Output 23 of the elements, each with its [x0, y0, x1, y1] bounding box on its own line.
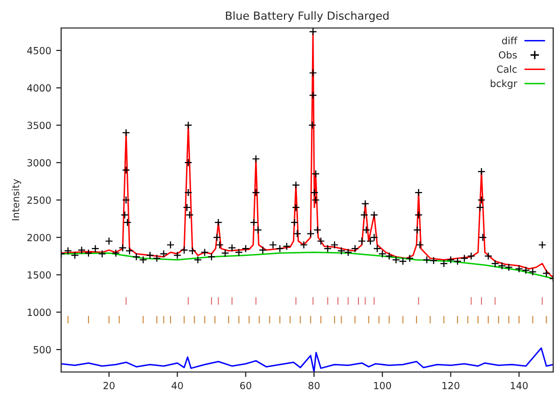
- legend-label: Calc: [497, 65, 517, 73]
- y-tick-label: 3000: [27, 159, 51, 166]
- x-tick-label: 100: [374, 382, 391, 390]
- x-tick-label: 120: [442, 382, 460, 390]
- y-tick-label: 4500: [27, 46, 51, 54]
- x-tick-label: 20: [104, 382, 115, 390]
- legend-label: Obs: [498, 51, 517, 59]
- x-tick-label: 80: [308, 382, 320, 390]
- y-tick-label: 2000: [27, 234, 51, 242]
- y-axis-title: Intensity: [12, 179, 22, 220]
- y-tick-label: 2500: [27, 196, 51, 204]
- y-tick-label: 500: [34, 346, 51, 354]
- legend-label: bckgr: [490, 80, 518, 89]
- x-tick-label: 60: [240, 382, 252, 390]
- y-tick-label: 1500: [28, 271, 51, 279]
- y-tick-label: 1000: [28, 308, 51, 316]
- y-tick-label: 4000: [27, 84, 51, 92]
- chart-title: Blue Battery Fully Discharged: [226, 11, 388, 22]
- x-tick-label: 140: [510, 382, 528, 390]
- legend-label: diff: [502, 36, 518, 44]
- y-tick-label: 3500: [27, 122, 51, 130]
- x-tick-label: 40: [172, 382, 183, 390]
- line-series: [61, 252, 554, 280]
